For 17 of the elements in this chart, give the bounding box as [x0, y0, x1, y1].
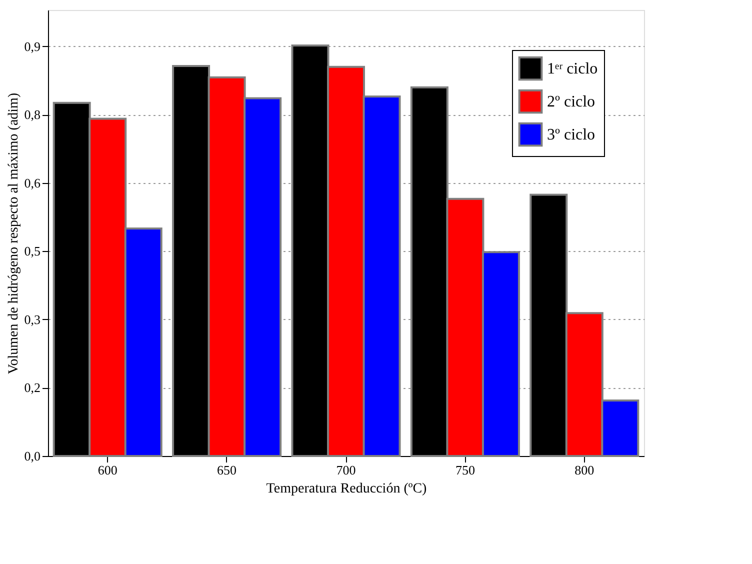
legend-label: 3º ciclo	[547, 126, 596, 144]
x-tick-label: 800	[574, 462, 594, 478]
y-tick-label: 0,6	[24, 175, 41, 190]
x-axis-title: Temperatura Reducción (ºC)	[266, 482, 428, 496]
x-tick-label: 650	[217, 462, 237, 478]
legend-label: 2º ciclo	[547, 94, 596, 110]
y-tick-label: 0,5	[24, 244, 40, 259]
y-axis-title: Volumen de hidrógeno respecto al máximo (adim)	[6, 92, 22, 374]
x-tick-label: 600	[98, 462, 118, 478]
y-tick-label: 0,2	[24, 380, 40, 396]
x-tick-label: 700	[336, 462, 356, 478]
y-tick-label: 0,3	[24, 312, 40, 327]
y-tick-label: 0,9	[24, 38, 40, 54]
y-tick-label: 0,0	[24, 448, 40, 464]
x-tick-label: 750	[455, 462, 475, 478]
y-tick-label: 0,8	[24, 107, 40, 122]
legend-label: 1ᵉʳ ciclo	[547, 60, 598, 78]
